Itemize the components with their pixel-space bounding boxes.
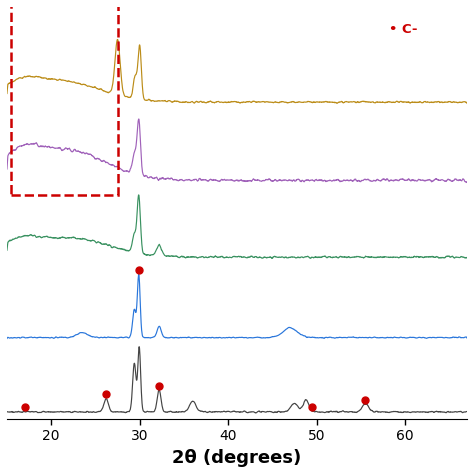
X-axis label: 2θ (degrees): 2θ (degrees) <box>173 449 301 467</box>
Bar <box>11 0 118 195</box>
Text: • C-: • C- <box>389 23 417 36</box>
Text: Silica gel: Silica gel <box>0 473 1 474</box>
